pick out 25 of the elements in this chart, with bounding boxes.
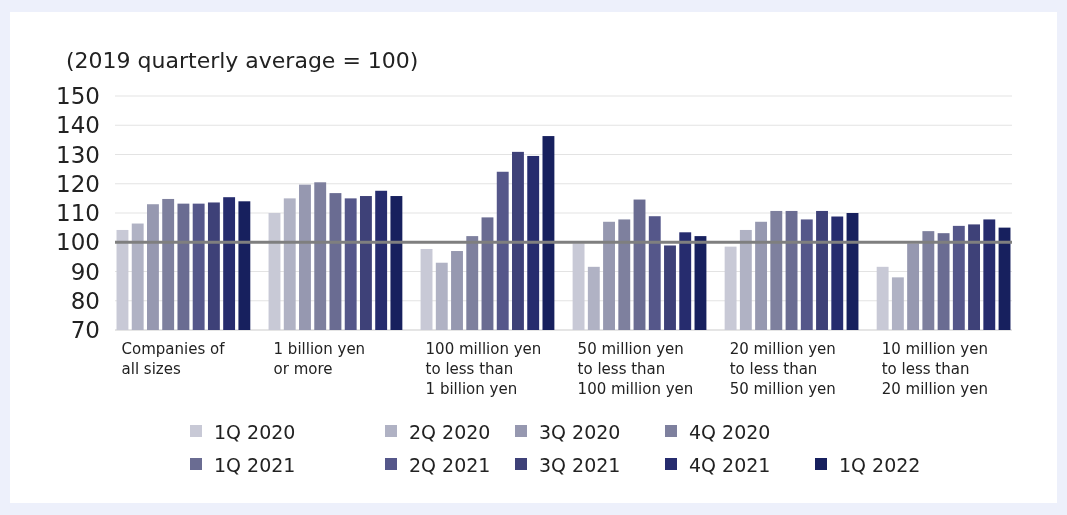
x-tick-label: 50 million yen to less than 100 million yen xyxy=(577,340,694,398)
legend-label: 3Q 2020 xyxy=(539,420,621,443)
legend-label: 1Q 2021 xyxy=(214,453,296,476)
y-tick-label: 90 xyxy=(70,258,100,285)
y-tick-label: 120 xyxy=(56,170,100,197)
legend-label: 3Q 2021 xyxy=(539,453,621,476)
y-tick-label: 100 xyxy=(56,229,100,256)
x-tick-label: 10 million yen to less than 20 million yen xyxy=(881,340,988,398)
legend-label: 4Q 2020 xyxy=(689,420,771,443)
legend-label: 1Q 2022 xyxy=(839,453,921,476)
y-tick-label: 70 xyxy=(70,317,100,344)
legend-label: 4Q 2021 xyxy=(689,453,771,476)
legend-label: 1Q 2020 xyxy=(214,420,296,443)
x-tick-label: 20 million yen to less than 50 million yen xyxy=(729,340,836,398)
legend-label: 2Q 2021 xyxy=(409,453,491,476)
y-tick-label: 150 xyxy=(56,83,100,110)
y-tick-label: 140 xyxy=(56,112,100,139)
y-tick-label: 110 xyxy=(56,200,100,227)
x-tick-label: 1 billion yen or more xyxy=(273,340,366,378)
chart-title: (2019 quarterly average = 100) xyxy=(66,48,419,73)
y-tick-label: 130 xyxy=(56,141,100,168)
y-tick-label: 80 xyxy=(70,287,100,314)
x-tick-label: 100 million yen to less than 1 billion yen xyxy=(425,340,542,398)
legend-label: 2Q 2020 xyxy=(409,420,491,443)
x-tick-label: Companies of all sizes xyxy=(121,340,226,378)
